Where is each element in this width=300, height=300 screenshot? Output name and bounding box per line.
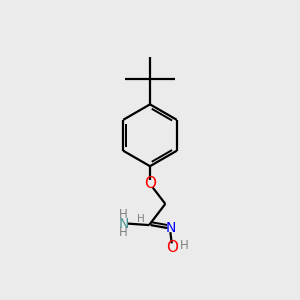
Text: O: O	[144, 176, 156, 191]
Text: H: H	[180, 239, 188, 252]
Text: N: N	[119, 217, 129, 231]
Text: H: H	[119, 226, 128, 239]
Text: N: N	[165, 221, 175, 235]
Text: H: H	[137, 214, 145, 224]
Text: H: H	[119, 208, 128, 221]
Text: O: O	[166, 240, 178, 255]
